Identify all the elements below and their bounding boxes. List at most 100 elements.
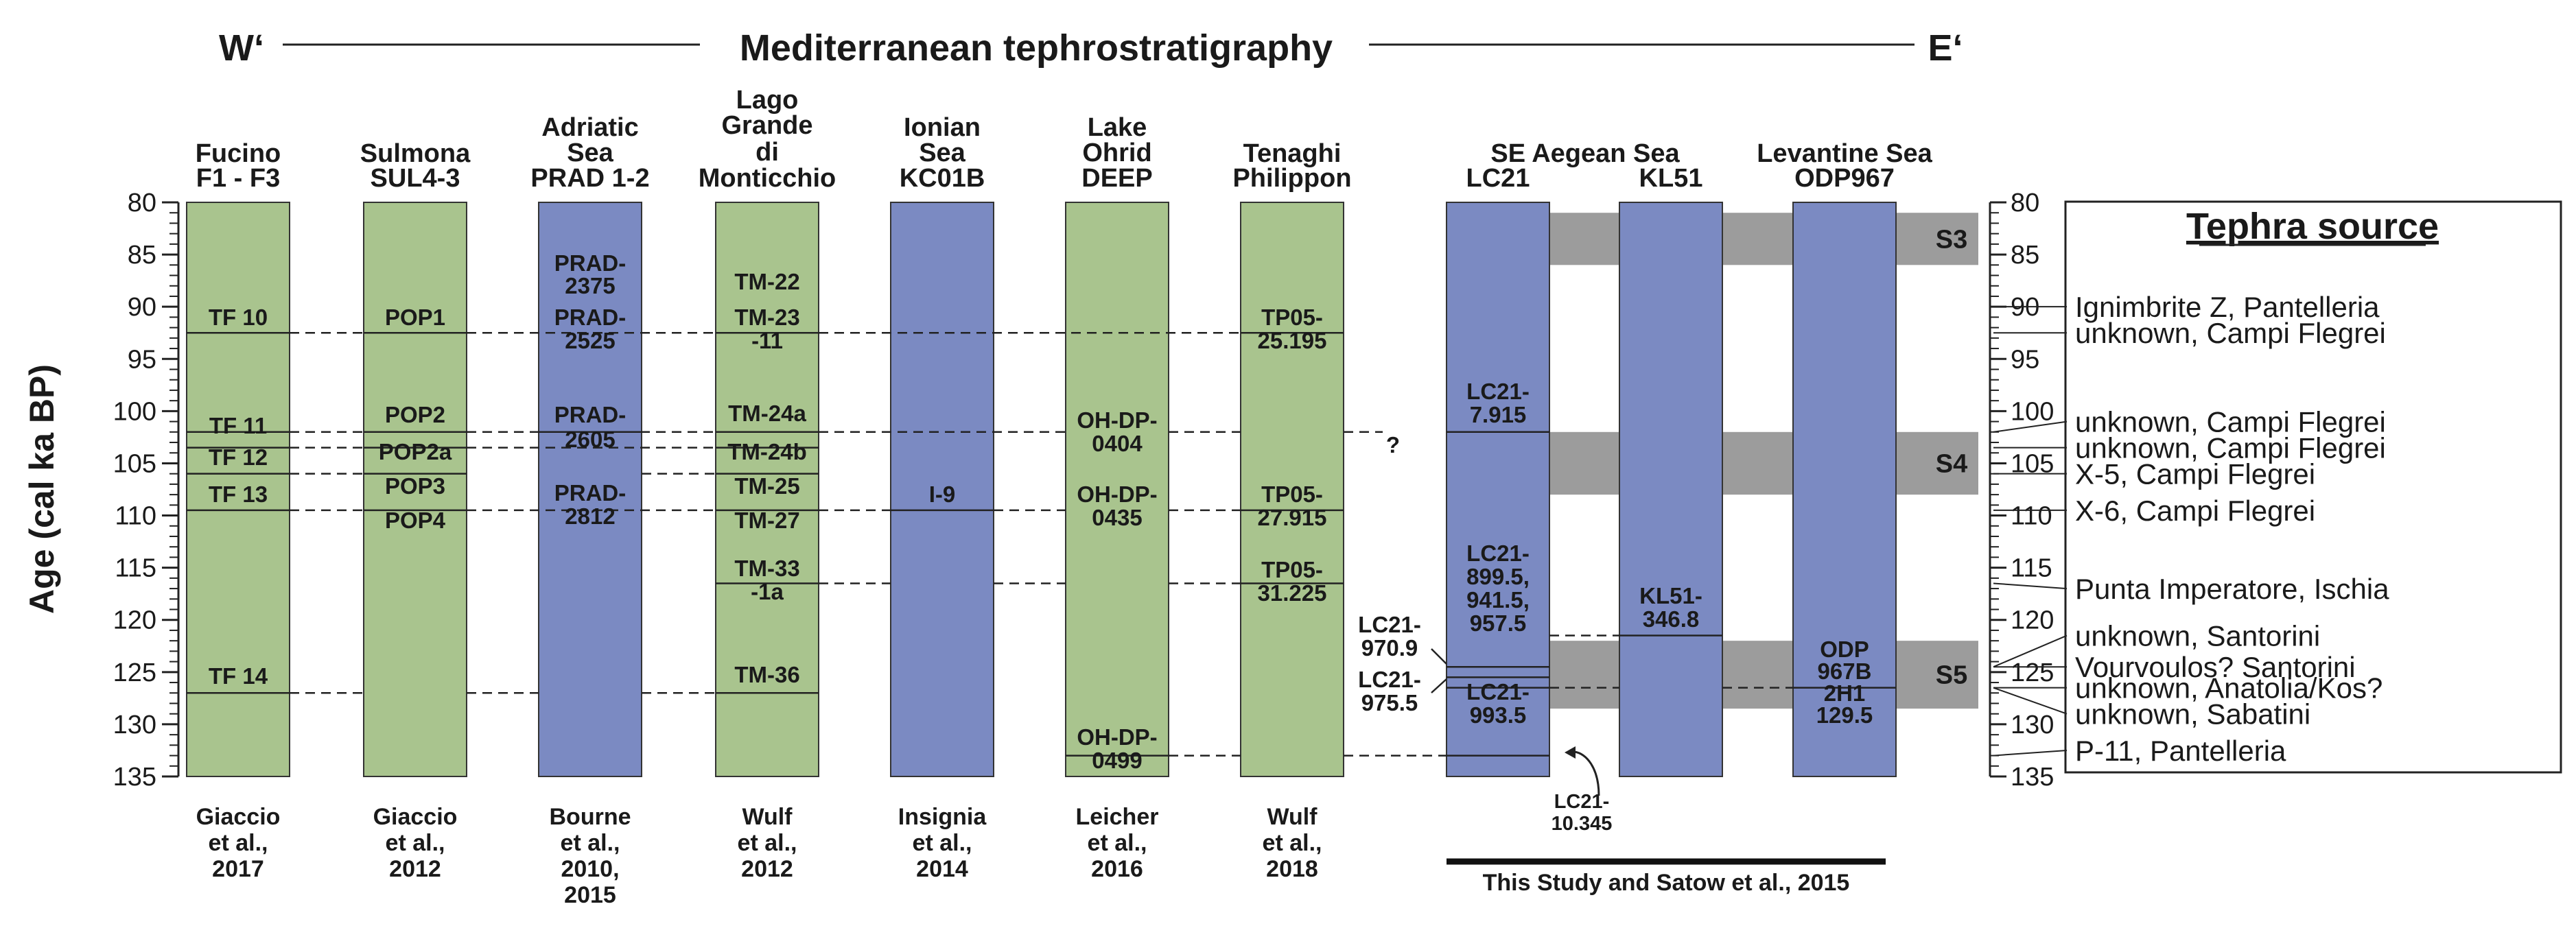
- column-ionian: [890, 202, 994, 777]
- ref-monticchio-2: et al.,: [738, 830, 797, 856]
- tephra-lc21-10345-a: LC21-: [1554, 791, 1610, 813]
- legend-item: Punta Imperatore, Ischia: [2075, 573, 2389, 605]
- tephra-lc21-9755-a: LC21-: [1358, 667, 1421, 692]
- tephra-lc21-7915-b: 7.915: [1470, 402, 1527, 427]
- legend-leader-line: [1993, 687, 2068, 715]
- tephra-tm23-b: -11: [751, 328, 783, 353]
- tephra-source-legend: Tephra source Ignimbrite Z, Pantelleriau…: [1993, 200, 2562, 774]
- column-references: Giaccio et al., 2017 Giaccio et al., 201…: [196, 804, 1886, 908]
- header-adriatic-3: PRAD 1-2: [530, 164, 649, 193]
- stage-label-s5: S5: [1936, 661, 1967, 690]
- ref-ohrid-3: 2016: [1091, 856, 1143, 882]
- tephra-tm33-a: TM-33: [734, 556, 799, 581]
- tephra-tp05-27915-b: 27.915: [1258, 505, 1327, 530]
- left-axis-tick-label-95: 95: [128, 345, 156, 374]
- legend-box: [2064, 200, 2562, 774]
- legend-item: unknown, Campi Flegrei: [2075, 432, 2386, 464]
- tephra-odp-c: 2H1: [1824, 680, 1866, 706]
- tephra-pop1: POP1: [385, 305, 445, 330]
- ref-adriatic-1: Bourne: [550, 804, 631, 830]
- legend-leader-line: [1993, 582, 2068, 590]
- legend-leader-line: [1993, 420, 2068, 433]
- tephra-odp-b: 967B: [1818, 658, 1872, 684]
- header-monticchio-1: Lago: [736, 86, 799, 115]
- tephra-pop2a: POP2a: [379, 439, 452, 464]
- ref-ohrid-2: et al.,: [1088, 830, 1147, 856]
- tephra-tp05-25195-b: 25.195: [1258, 328, 1327, 353]
- right-axis-tick-label-100: 100: [2011, 397, 2054, 426]
- header-kl51: KL51: [1639, 164, 1703, 193]
- header-sulmona-2: SUL4-3: [371, 164, 460, 193]
- tephra-prad-2812-b: 2812: [565, 503, 615, 529]
- right-axis-tick-label-110: 110: [2011, 502, 2052, 531]
- left-axis-tick-label-130: 130: [113, 711, 156, 739]
- tephra-lc21-9709-b: 970.9: [1361, 635, 1418, 661]
- column-ohrid: [1065, 202, 1169, 777]
- legend-item: X-6, Campi Flegrei: [2075, 495, 2315, 527]
- left-axis-tick-label-120: 120: [113, 606, 156, 635]
- right-axis-tick-label-135: 135: [2011, 763, 2054, 792]
- tephra-tp05-27915-a: TP05-: [1261, 482, 1323, 507]
- tephra-lc21-7915-a: LC21-: [1466, 379, 1530, 404]
- header-monticchio-3: di: [756, 138, 779, 167]
- left-axis-tick-label-90: 90: [128, 293, 156, 322]
- tephra-tm33-b: -1a: [751, 579, 784, 604]
- header-se-aegean: SE Aegean Sea: [1490, 139, 1680, 168]
- legend-leader-line: [1993, 749, 2068, 757]
- ref-tenaghi-2: et al.,: [1263, 830, 1322, 856]
- legend-item: unknown, Santorini: [2075, 620, 2320, 652]
- tephra-lc21-9709-a: LC21-: [1358, 612, 1421, 637]
- figure-title: Mediterranean tephrostratigraphy: [740, 27, 1333, 69]
- tephra-lc21-multi-a: LC21-: [1466, 541, 1530, 566]
- legend-item: Vourvoulos? Santorini: [2075, 651, 2356, 683]
- study-reference: This Study and Satow et al., 2015: [1483, 870, 1850, 896]
- column-kl51: [1619, 202, 1723, 777]
- legend-item: unknown, Campi Flegrei: [2075, 406, 2386, 438]
- lc21-10-345-arrow: [1573, 750, 1600, 796]
- tephra-tm24b: TM-24b: [727, 439, 807, 464]
- legend-leader-line: [1993, 634, 2068, 668]
- tephra-tf11: TF 11: [209, 413, 267, 438]
- right-axis-tick-label-115: 115: [2011, 554, 2052, 583]
- header-sulmona-1: Sulmona: [360, 139, 471, 168]
- column-adriatic: [538, 202, 642, 777]
- tephra-oh-dp-0499-b: 0499: [1092, 748, 1142, 773]
- column-sulmona: [363, 202, 467, 777]
- tephra-tm24a: TM-24a: [728, 401, 806, 426]
- header-odp967: ODP967: [1794, 164, 1895, 193]
- left-axis-tick-label-85: 85: [128, 241, 156, 270]
- tephra-tf10: TF 10: [209, 305, 268, 330]
- header-ionian-2: Sea: [919, 139, 965, 167]
- tephra-tm22: TM-22: [734, 269, 799, 294]
- legend-item: unknown, Anatolia/Kos?: [2075, 672, 2382, 704]
- right-axis-tick-label-120: 120: [2011, 606, 2054, 635]
- tephra-tf14: TF 14: [209, 663, 268, 689]
- tephra-tm36: TM-36: [734, 662, 799, 687]
- tephra-lc21-multi-b: 899.5,: [1466, 564, 1530, 589]
- tephra-oh-dp-0435-b: 0435: [1092, 505, 1142, 530]
- tephra-tm25: TM-25: [734, 473, 799, 499]
- legend-item: X-5, Campi Flegrei: [2075, 458, 2315, 490]
- column-tenaghi: [1240, 202, 1344, 777]
- column-monticchio: [715, 202, 819, 777]
- legend-item: unknown, Campi Flegrei: [2075, 317, 2386, 349]
- ref-ionian-2: et al.,: [913, 830, 972, 856]
- stage-label-s3: S3: [1936, 225, 1967, 254]
- column-headers: Fucino F1 - F3 Sulmona SUL4-3 Adriatic S…: [196, 86, 1933, 193]
- header-ionian-3: KC01B: [900, 164, 985, 193]
- tephra-odp-d: 129.5: [1816, 702, 1873, 728]
- header-tenaghi-2: Philippon: [1232, 164, 1351, 193]
- header-levantine: Levantine Sea: [1757, 139, 1932, 168]
- tephra-lc21-multi-c: 941.5,: [1466, 587, 1530, 613]
- ref-sulmona-1: Giaccio: [373, 804, 458, 830]
- right-axis-tick-label-130: 130: [2011, 711, 2054, 739]
- ref-adriatic-4: 2015: [564, 882, 616, 908]
- tephra-prad-2525-b: 2525: [565, 328, 615, 353]
- lc21-9755-leader: [1431, 678, 1447, 693]
- tephra-pop4: POP4: [385, 508, 446, 533]
- tephra-oh-dp-0499-a: OH-DP-: [1077, 724, 1157, 750]
- correlation-lines: [187, 331, 1896, 757]
- ref-tenaghi-3: 2018: [1266, 856, 1318, 882]
- right-axis-tick-label-85: 85: [2011, 241, 2039, 270]
